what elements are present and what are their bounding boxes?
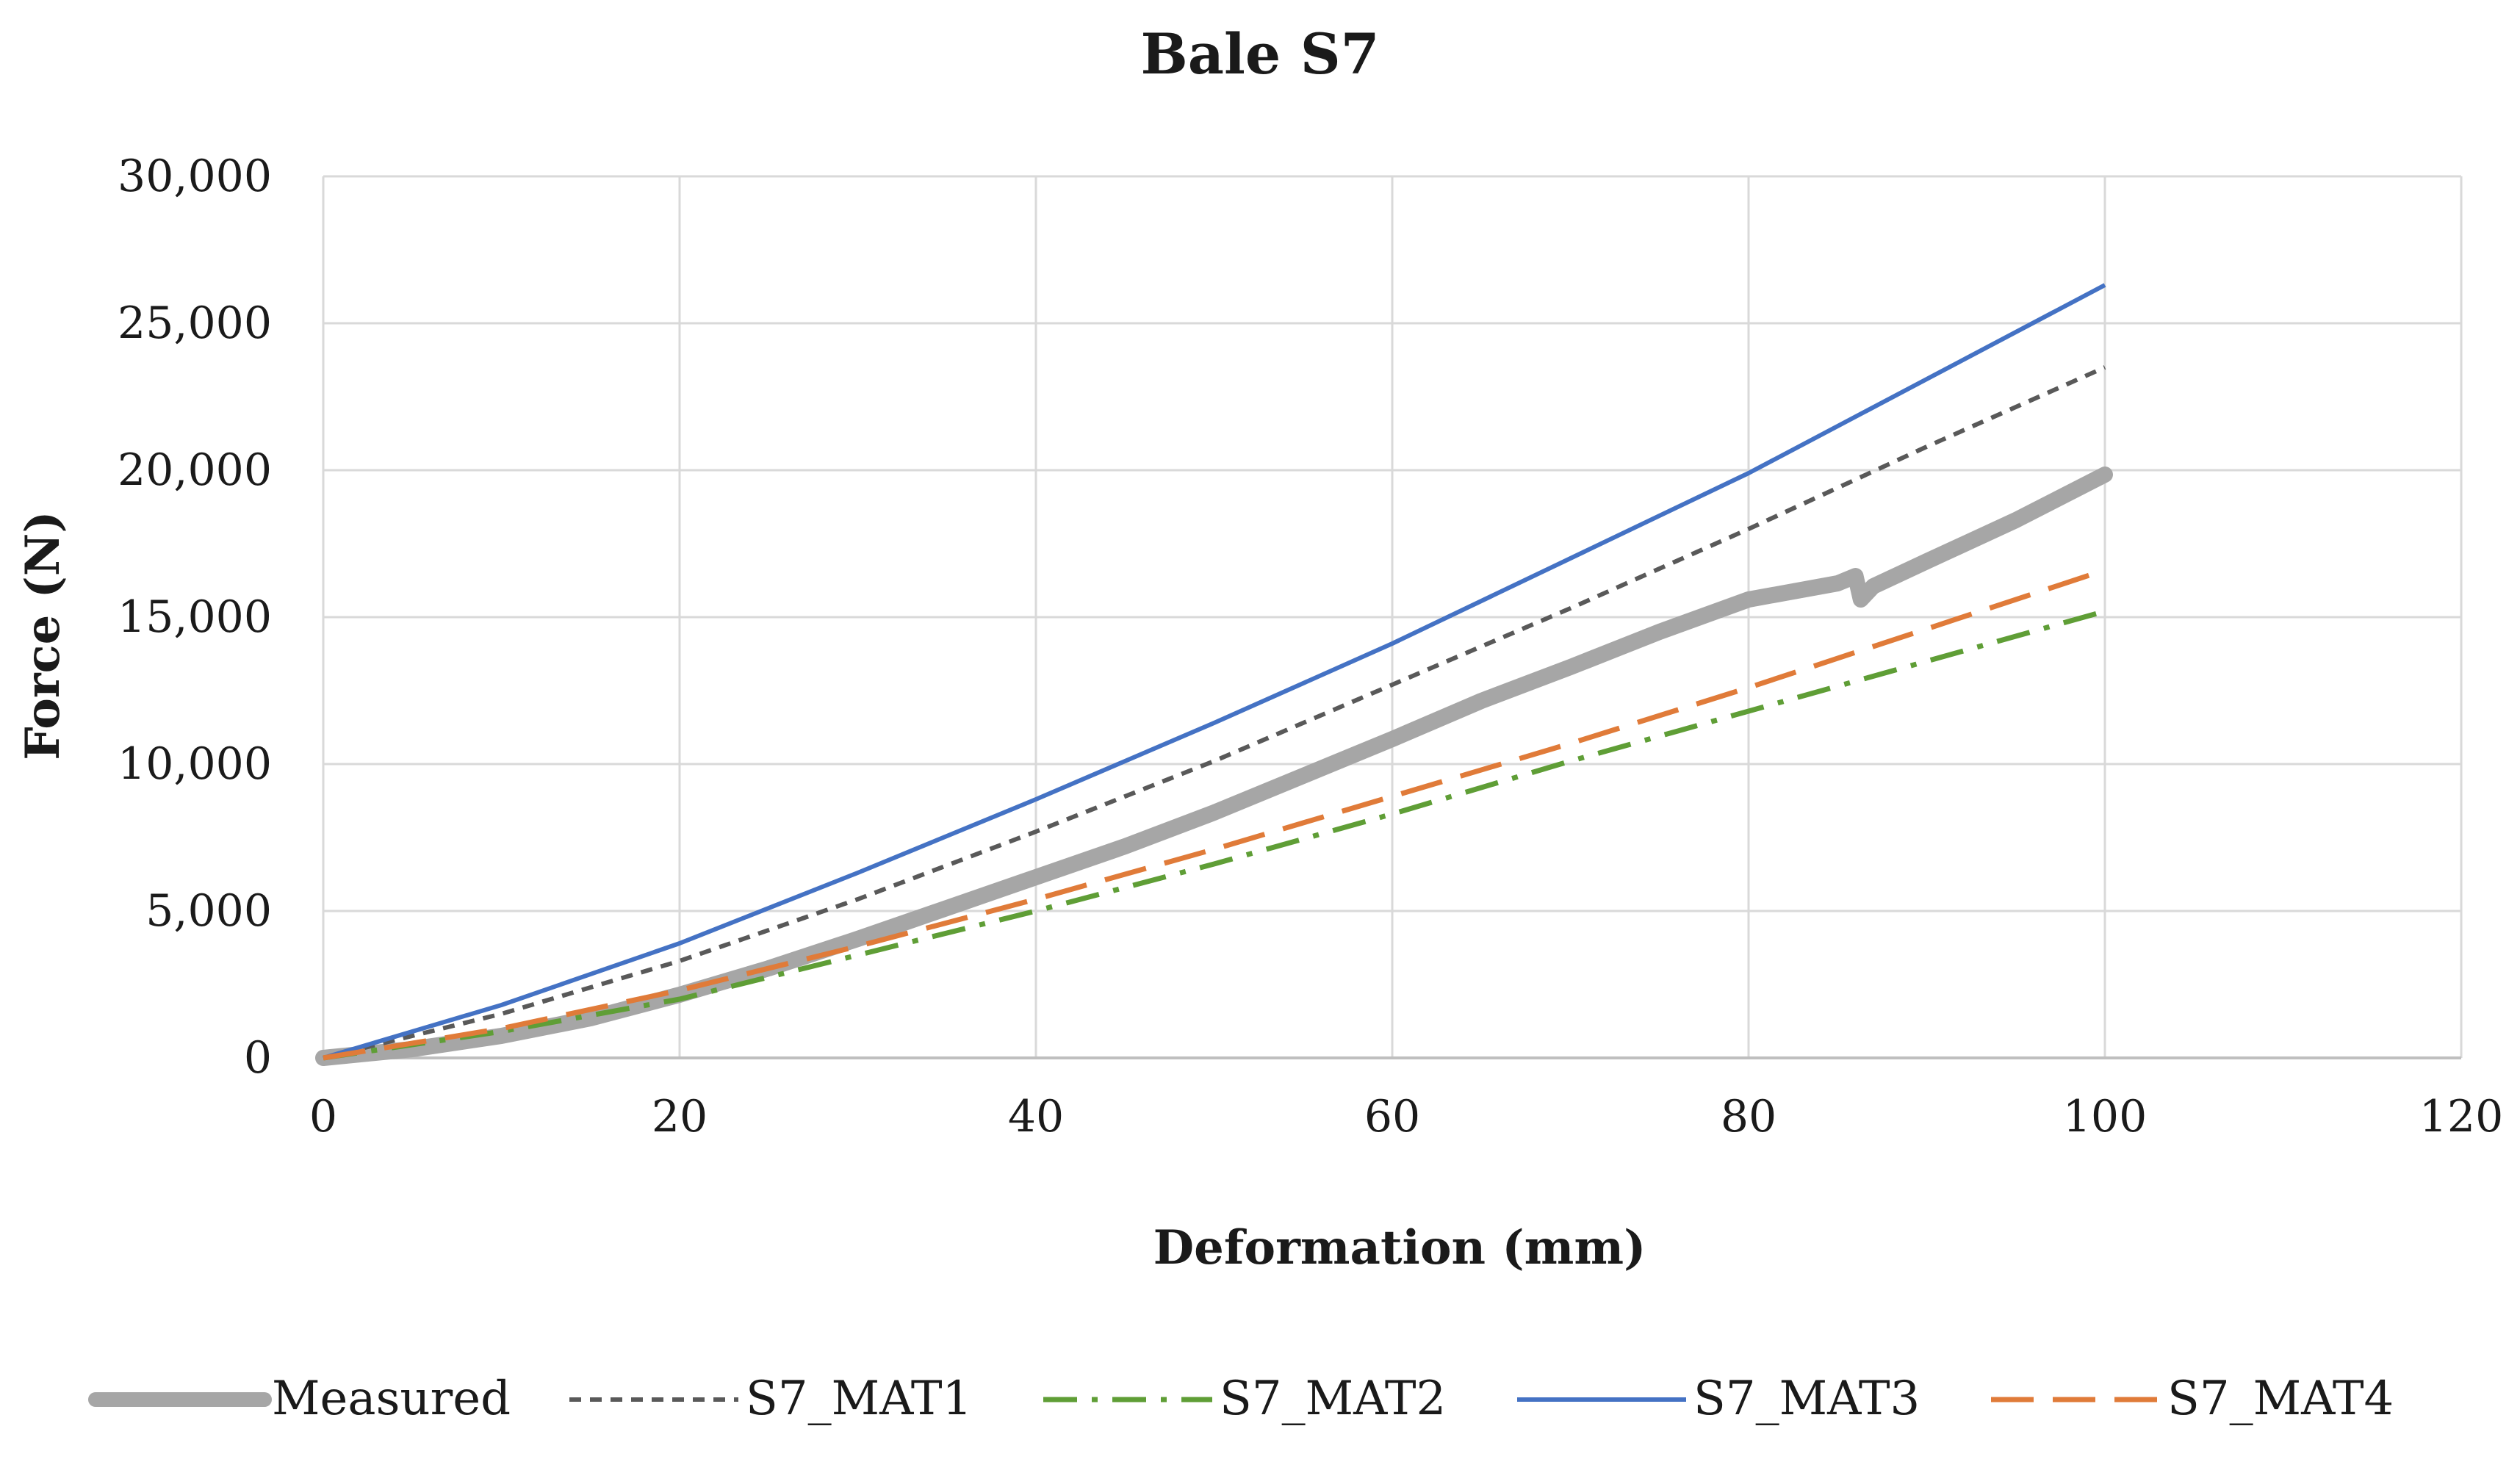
x-axis-label: Deformation (mm) <box>1153 1220 1646 1275</box>
x-tick-label: 0 <box>309 1091 337 1142</box>
legend-label: Measured <box>272 1372 511 1426</box>
x-tick-label: 100 <box>2063 1091 2148 1142</box>
y-tick-label: 10,000 <box>118 738 272 790</box>
series-line-measured <box>315 467 2113 1066</box>
y-tick-label: 20,000 <box>118 444 272 496</box>
chart-title: Bale S7 <box>1141 21 1380 87</box>
x-tick-label: 40 <box>1008 1091 1064 1142</box>
x-tick-label: 60 <box>1364 1091 1420 1142</box>
legend: Measured S7_MAT1 S7_MAT2 S7_MAT3 S7_MAT4 <box>88 1372 2394 1426</box>
x-tick-label: 80 <box>1721 1091 1776 1142</box>
y-tick-label: 30,000 <box>118 151 272 202</box>
tick-labels: 0 5,000 10,000 15,000 20,000 25,000 30,000 0 20 4… <box>118 151 2503 1142</box>
series-line-s7-mat1 <box>323 365 2106 1060</box>
y-tick-label: 5,000 <box>145 885 272 937</box>
legend-label: S7_MAT4 <box>2167 1372 2394 1426</box>
y-axis-label: Force (N) <box>15 511 71 760</box>
x-tick-label: 20 <box>652 1091 708 1142</box>
legend-label: S7_MAT3 <box>1693 1372 1920 1426</box>
x-tick-label: 120 <box>2419 1091 2504 1142</box>
series-lines <box>315 283 2113 1066</box>
series-line-s7-mat3 <box>323 283 2106 1060</box>
gridlines <box>322 175 2463 1059</box>
y-tick-label: 25,000 <box>118 298 272 349</box>
series-line-s7-mat2 <box>323 608 2106 1061</box>
y-tick-label: 15,000 <box>118 591 272 643</box>
legend-label: S7_MAT1 <box>746 1372 972 1426</box>
y-tick-label: 0 <box>244 1032 272 1084</box>
legend-label: S7_MAT2 <box>1220 1372 1446 1426</box>
